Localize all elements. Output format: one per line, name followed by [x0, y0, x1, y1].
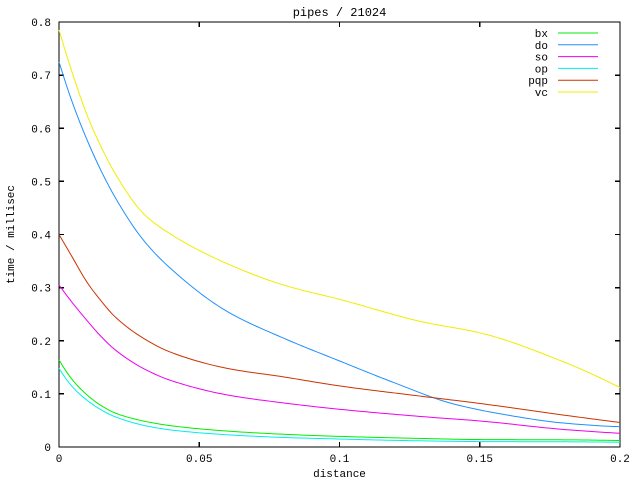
- svg-text:0.15: 0.15: [467, 454, 493, 466]
- svg-text:pipes / 21024: pipes / 21024: [293, 6, 387, 20]
- svg-text:distance: distance: [313, 469, 366, 480]
- svg-text:pqp: pqp: [528, 76, 548, 88]
- svg-text:bx: bx: [535, 29, 549, 41]
- svg-text:0.7: 0.7: [31, 71, 51, 83]
- svg-text:0.4: 0.4: [31, 231, 51, 243]
- svg-text:do: do: [535, 41, 548, 53]
- svg-text:0.2: 0.2: [610, 454, 630, 466]
- svg-text:0: 0: [44, 443, 51, 455]
- svg-text:0.05: 0.05: [186, 454, 212, 466]
- svg-text:op: op: [535, 64, 548, 76]
- svg-text:0: 0: [56, 454, 63, 466]
- svg-text:0.1: 0.1: [330, 454, 350, 466]
- svg-text:0.5: 0.5: [31, 177, 51, 189]
- svg-text:time / millisec: time / millisec: [6, 185, 18, 284]
- svg-text:vc: vc: [535, 88, 548, 100]
- svg-text:0.1: 0.1: [31, 390, 51, 402]
- svg-text:0.2: 0.2: [31, 337, 51, 349]
- svg-text:0.8: 0.8: [31, 18, 51, 30]
- svg-text:so: so: [535, 53, 548, 65]
- svg-text:0.3: 0.3: [31, 284, 51, 296]
- svg-text:0.6: 0.6: [31, 124, 51, 136]
